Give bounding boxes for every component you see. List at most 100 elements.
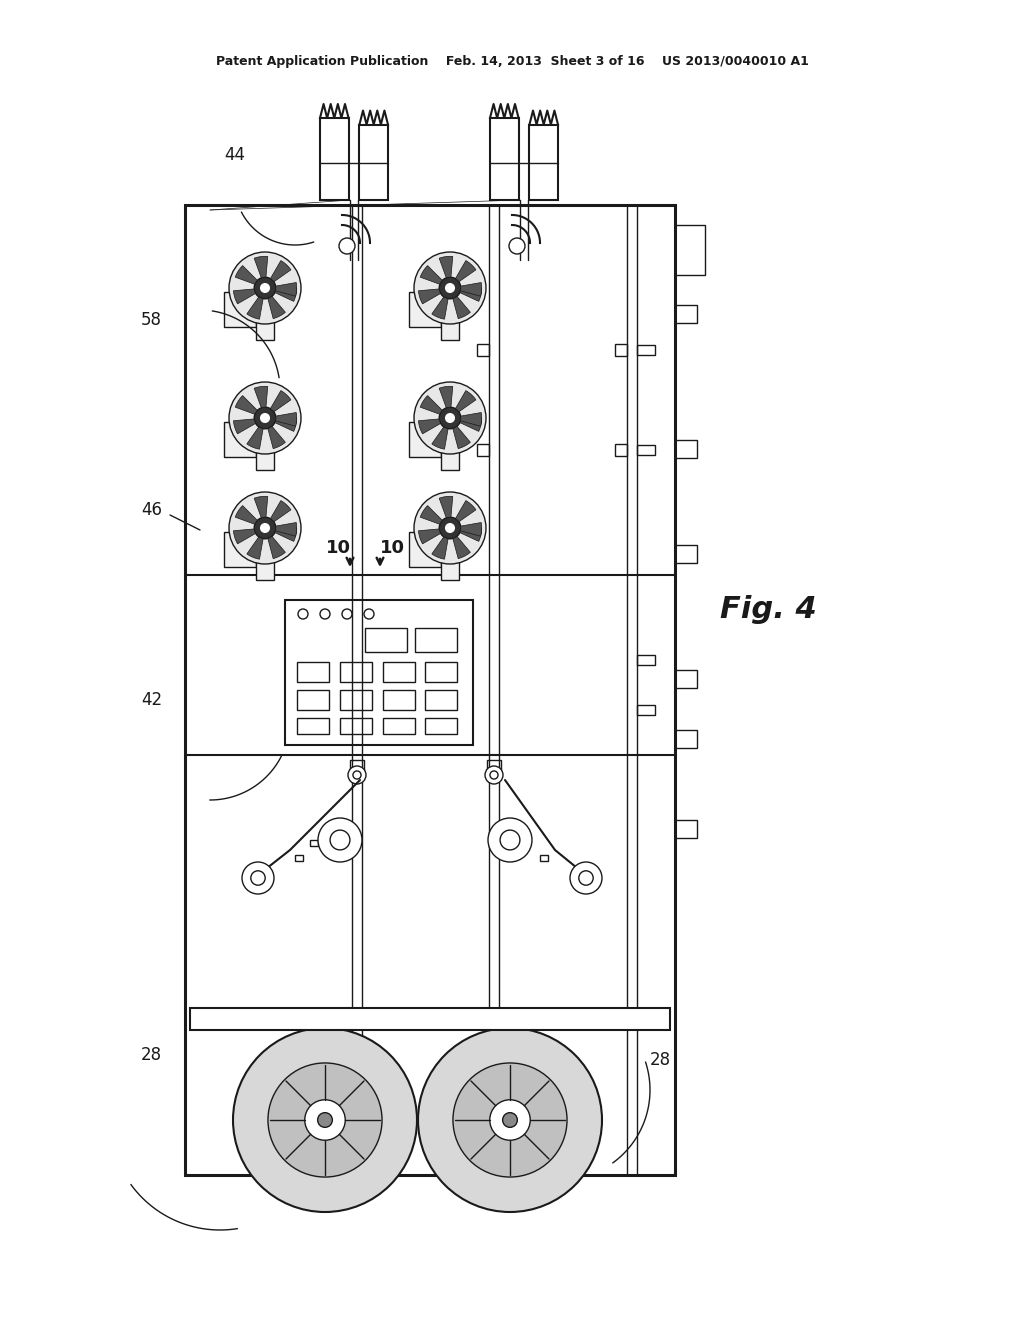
Circle shape: [418, 1028, 602, 1212]
Circle shape: [489, 771, 498, 779]
Bar: [441, 449, 459, 470]
Polygon shape: [274, 528, 297, 541]
Polygon shape: [274, 418, 297, 432]
Bar: [319, 117, 348, 201]
Polygon shape: [432, 297, 449, 319]
Polygon shape: [254, 256, 267, 277]
Polygon shape: [233, 289, 256, 304]
Bar: [675, 820, 697, 838]
Polygon shape: [247, 426, 263, 449]
Bar: [383, 663, 415, 682]
Circle shape: [579, 871, 593, 886]
Circle shape: [489, 1100, 530, 1140]
Circle shape: [445, 524, 455, 532]
Circle shape: [439, 517, 461, 539]
Bar: [365, 628, 407, 652]
Polygon shape: [270, 391, 291, 412]
Text: 46: 46: [141, 502, 162, 519]
Polygon shape: [247, 297, 263, 319]
Text: 42: 42: [141, 690, 162, 709]
Bar: [256, 318, 274, 341]
Bar: [615, 345, 627, 356]
Bar: [285, 601, 473, 744]
Circle shape: [414, 492, 486, 564]
Bar: [477, 444, 489, 455]
Bar: [340, 690, 372, 710]
Circle shape: [254, 517, 275, 539]
Polygon shape: [236, 506, 257, 524]
Circle shape: [414, 252, 486, 323]
Bar: [359, 124, 388, 201]
Bar: [297, 690, 329, 710]
Polygon shape: [274, 288, 297, 301]
Bar: [487, 760, 501, 772]
Bar: [190, 1008, 670, 1030]
Circle shape: [439, 277, 461, 298]
Polygon shape: [420, 396, 442, 414]
Bar: [637, 445, 655, 455]
Polygon shape: [439, 256, 453, 277]
Circle shape: [485, 766, 503, 784]
Text: 58: 58: [141, 312, 162, 329]
Bar: [297, 663, 329, 682]
Polygon shape: [275, 523, 297, 536]
Circle shape: [233, 1028, 417, 1212]
Circle shape: [353, 771, 361, 779]
Polygon shape: [419, 289, 440, 304]
Polygon shape: [247, 537, 263, 560]
Circle shape: [242, 862, 274, 894]
Polygon shape: [270, 500, 291, 521]
Circle shape: [305, 1100, 345, 1140]
Polygon shape: [268, 536, 286, 558]
Circle shape: [509, 238, 525, 253]
Bar: [540, 855, 548, 861]
Polygon shape: [453, 426, 470, 449]
Circle shape: [445, 413, 455, 422]
Bar: [637, 345, 655, 355]
Circle shape: [268, 1063, 382, 1177]
Circle shape: [318, 818, 362, 862]
Bar: [441, 558, 459, 581]
Polygon shape: [461, 412, 481, 426]
Polygon shape: [268, 426, 286, 449]
Circle shape: [229, 381, 301, 454]
Bar: [383, 718, 415, 734]
Bar: [409, 532, 441, 566]
Polygon shape: [268, 296, 286, 318]
Bar: [295, 855, 303, 861]
Circle shape: [414, 381, 486, 454]
Polygon shape: [453, 296, 470, 318]
Polygon shape: [439, 387, 453, 408]
Circle shape: [251, 871, 265, 886]
Bar: [675, 545, 697, 564]
Bar: [425, 718, 457, 734]
Bar: [529, 124, 558, 201]
Bar: [425, 663, 457, 682]
Polygon shape: [432, 537, 449, 560]
Circle shape: [445, 284, 455, 292]
Circle shape: [503, 1113, 517, 1127]
Circle shape: [439, 407, 461, 429]
Polygon shape: [254, 496, 267, 517]
Polygon shape: [453, 536, 470, 558]
Bar: [340, 718, 372, 734]
Polygon shape: [460, 418, 481, 432]
Circle shape: [488, 818, 532, 862]
Bar: [415, 628, 457, 652]
Bar: [409, 421, 441, 457]
Circle shape: [229, 252, 301, 323]
Text: 44: 44: [224, 147, 245, 164]
Bar: [637, 655, 655, 665]
Polygon shape: [460, 288, 481, 301]
Bar: [675, 224, 705, 275]
Polygon shape: [275, 282, 297, 296]
Bar: [256, 449, 274, 470]
Polygon shape: [236, 396, 257, 414]
Polygon shape: [254, 387, 267, 408]
Polygon shape: [419, 418, 440, 434]
Bar: [441, 318, 459, 341]
Polygon shape: [236, 265, 257, 284]
Circle shape: [261, 524, 269, 532]
Polygon shape: [439, 496, 453, 517]
Text: Fig. 4: Fig. 4: [720, 595, 817, 624]
